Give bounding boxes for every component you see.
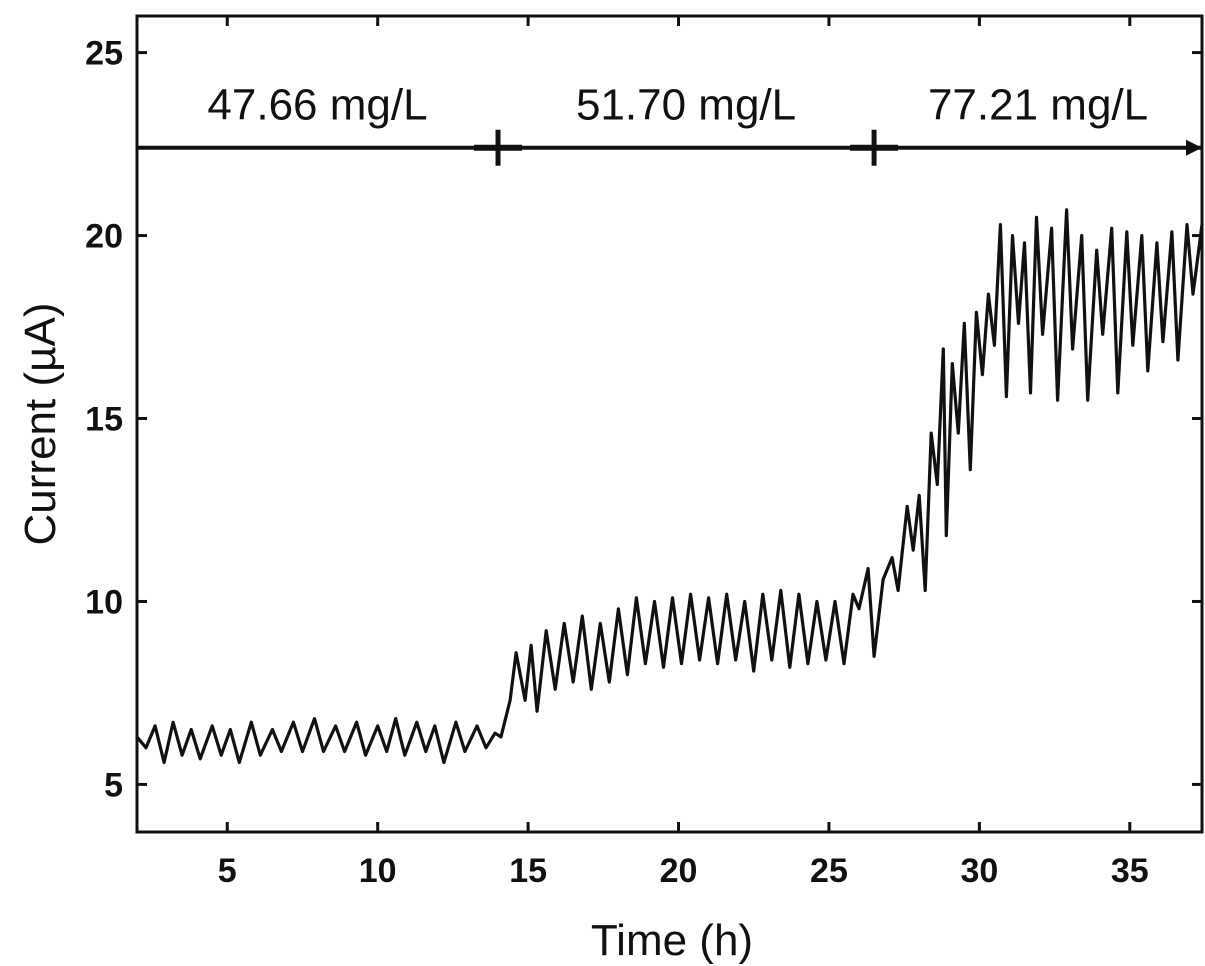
x-axis-title: Time (h) (591, 916, 753, 965)
segment-end-arrow (1186, 139, 1202, 156)
x-tick-label: 15 (509, 852, 547, 890)
x-tick-label: 25 (810, 852, 848, 890)
y-tick-label: 10 (85, 583, 123, 621)
concentration-segments: 47.66 mg/L 51.70 mg/L 77.21 mg/L (137, 81, 1202, 166)
current-series-line (135, 208, 1204, 765)
plot-frame (135, 14, 1204, 834)
y-tick-label: 25 (85, 35, 123, 73)
x-tick-label: 10 (359, 852, 397, 890)
y-axis-title: Current (µA) (16, 303, 65, 546)
y-tick-label: 20 (85, 218, 123, 256)
x-tick-label: 20 (660, 852, 698, 890)
segment-label: 77.21 mg/L (928, 81, 1148, 130)
x-tick-label: 30 (960, 852, 998, 890)
tick-labels: 5 10 15 20 25 30 35 5 10 15 20 25 (85, 35, 1149, 890)
segment-label: 47.66 mg/L (207, 81, 427, 130)
x-tick-label: 35 (1111, 852, 1149, 890)
y-tick-label: 5 (104, 766, 123, 804)
axis-ticks (137, 16, 1202, 832)
x-tick-label: 5 (218, 852, 237, 890)
y-tick-label: 15 (85, 401, 123, 439)
segment-label: 51.70 mg/L (576, 81, 796, 130)
